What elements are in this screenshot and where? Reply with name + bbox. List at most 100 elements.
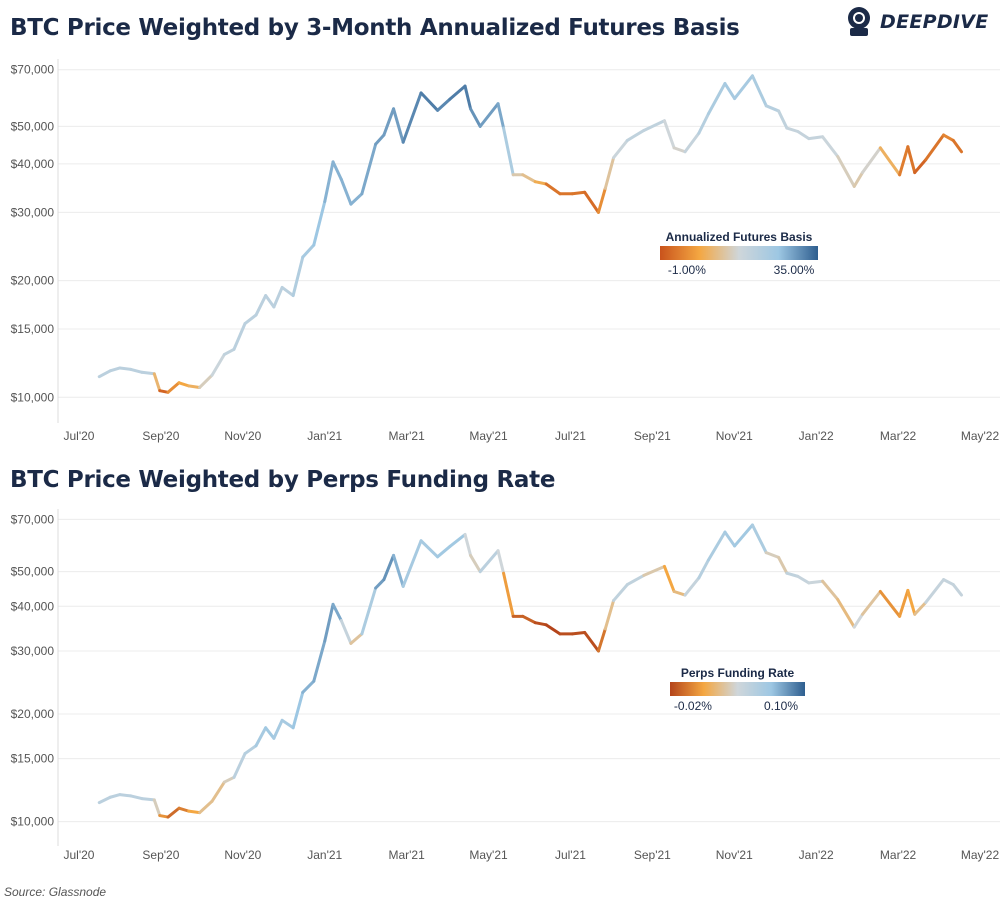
y-tick-label: $70,000 — [11, 63, 55, 77]
x-tick-label: Sep'20 — [142, 429, 179, 443]
y-tick-label: $50,000 — [11, 565, 55, 579]
price-line-segment — [436, 97, 452, 112]
price-line-segment — [924, 578, 946, 604]
price-line-segment — [898, 588, 910, 618]
price-line-segment — [469, 553, 482, 574]
price-line-segment — [177, 381, 191, 388]
price-line-segment — [419, 539, 440, 559]
price-line-segment — [583, 190, 600, 214]
price-line-segment — [697, 112, 710, 135]
price-line-segment — [906, 588, 917, 616]
y-tick-label: $50,000 — [11, 119, 55, 133]
price-line-segment — [697, 558, 710, 580]
y-tick-label: $20,000 — [11, 707, 55, 721]
x-tick-label: Jan'21 — [307, 429, 342, 443]
chart-title-funding: BTC Price Weighted by Perps Funding Rate — [10, 467, 556, 493]
price-line-segment — [733, 523, 754, 548]
price-line-segment — [544, 182, 562, 196]
price-line-segment — [521, 173, 537, 184]
price-line-segment — [612, 583, 629, 603]
price-line-segment — [129, 794, 144, 801]
x-tick-label: Jul'21 — [555, 429, 586, 443]
y-tick-label: $20,000 — [11, 274, 55, 288]
price-line-segment — [272, 285, 284, 309]
price-line-segment — [129, 367, 144, 374]
price-line-segment — [603, 156, 616, 190]
price-line-segment — [502, 571, 515, 618]
x-tick-label: Jul'21 — [555, 848, 586, 862]
price-line-segment — [913, 600, 928, 616]
legend-title: Perps Funding Rate — [681, 666, 795, 680]
price-line-segment — [898, 145, 910, 177]
price-line-segment — [312, 639, 327, 683]
price-line-segment — [913, 158, 928, 175]
price-line-segment — [852, 171, 864, 188]
price-line-segment — [187, 809, 202, 815]
x-tick-label: Jan'22 — [799, 429, 834, 443]
price-line-segment — [463, 84, 473, 111]
price-line-segment — [777, 109, 789, 130]
price-line-segment — [382, 107, 396, 137]
y-tick-label: $30,000 — [11, 644, 55, 658]
price-line-segment — [906, 145, 917, 175]
price-line-segment — [672, 146, 687, 154]
price-line-segment — [612, 138, 629, 160]
price-line-segment — [401, 539, 423, 588]
price-line-segment — [683, 576, 701, 597]
x-tick-label: Mar'22 — [880, 429, 917, 443]
funding-chart: $10,000 $15,000 $20,000 $30,000 $40,000 $50,0… — [11, 509, 1000, 862]
price-line-segment — [222, 775, 236, 784]
legend-min-label: -1.00% — [668, 263, 706, 277]
price-line-segment — [764, 551, 781, 559]
price-line-segment — [521, 614, 537, 625]
price-line-segment — [625, 573, 646, 587]
price-line-segment — [723, 530, 737, 548]
price-line-segment — [683, 131, 701, 154]
price-line-segment — [339, 619, 353, 645]
price-line-segment — [796, 130, 811, 141]
price-line-segment — [662, 119, 676, 150]
price-line-segment — [401, 91, 423, 144]
price-line-segment — [860, 589, 882, 616]
price-line-segment — [672, 589, 687, 597]
legend-min-label: -0.02% — [674, 699, 712, 713]
price-line-segment — [198, 799, 214, 815]
price-line-segment — [140, 370, 156, 376]
price-line-segment — [301, 243, 316, 259]
price-line-segment — [323, 160, 335, 203]
price-line-segment — [836, 155, 856, 188]
price-line-segment — [502, 126, 515, 177]
price-line-segment — [807, 579, 825, 585]
price-line-segment — [118, 366, 133, 371]
price-line-segment — [785, 571, 800, 578]
price-line-segment — [374, 578, 386, 590]
price-line-segment — [152, 798, 162, 818]
y-tick-label: $15,000 — [11, 322, 55, 336]
price-line-segment — [272, 718, 284, 740]
deepdive-logo: DEEPDIVE — [844, 4, 1000, 40]
price-line-segment — [349, 632, 364, 645]
legend-color-bar — [670, 682, 805, 696]
price-line-segment — [583, 630, 600, 653]
price-line-segment — [436, 544, 452, 559]
basis-chart: $10,000 $15,000 $20,000 $30,000 $40,000 $50,0… — [11, 59, 1000, 443]
price-line-segment — [570, 630, 587, 636]
price-line-segment — [210, 780, 226, 803]
y-tick-label: $30,000 — [11, 205, 55, 219]
price-line-segment — [301, 679, 316, 694]
price-line-segment — [118, 793, 133, 798]
price-line-segment — [821, 579, 840, 601]
price-line-segment — [796, 574, 811, 585]
price-line-segment — [625, 128, 646, 142]
y-tick-label: $40,000 — [11, 599, 55, 613]
price-line-segment — [264, 726, 276, 740]
price-line-segment — [496, 549, 506, 575]
y-tick-label: $40,000 — [11, 157, 55, 171]
price-line-segment — [942, 133, 955, 142]
price-line-segment — [382, 553, 396, 582]
price-line-segment — [642, 564, 666, 577]
x-tick-label: Sep'21 — [634, 848, 671, 862]
price-line-segment — [360, 142, 378, 196]
x-tick-label: May'21 — [469, 848, 508, 862]
price-line-segment — [642, 119, 666, 132]
